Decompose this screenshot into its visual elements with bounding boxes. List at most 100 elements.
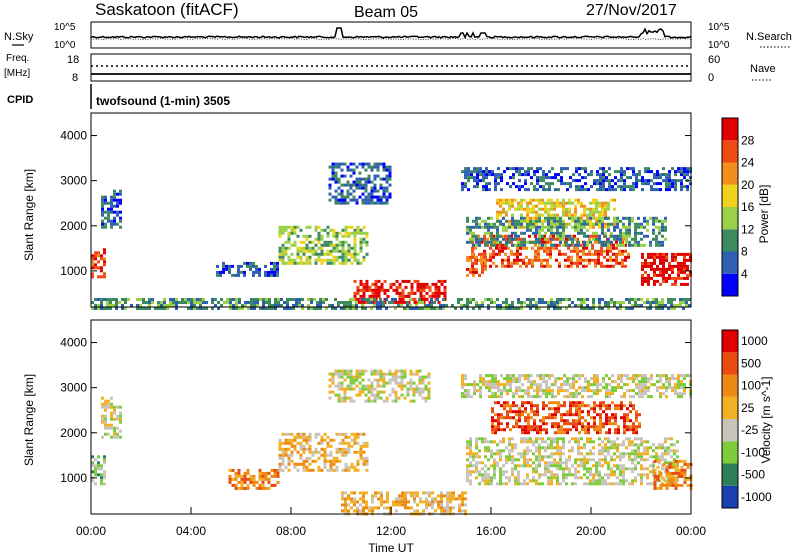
range-gate-cell [634, 304, 637, 307]
range-gate-cell [364, 384, 368, 388]
range-gate-cell [496, 307, 499, 310]
range-gate-cell [380, 494, 383, 498]
range-gate-cell [416, 285, 420, 289]
range-gate-cell [500, 188, 503, 192]
range-gate-cell [488, 374, 491, 378]
range-gate-cell [665, 182, 668, 186]
range-gate-cell [365, 279, 369, 283]
range-gate-cell [608, 188, 611, 192]
range-gate-cell [662, 477, 666, 481]
range-gate-cell [536, 413, 539, 417]
range-gate-cell [391, 378, 395, 382]
range-gate-cell [529, 201, 532, 205]
range-gate-cell [175, 301, 178, 304]
range-gate-cell [478, 243, 481, 247]
range-gate-cell [193, 304, 196, 307]
range-gate-cell [103, 251, 106, 255]
range-gate-cell [343, 378, 347, 382]
range-gate-cell [388, 372, 392, 376]
range-gate-cell [544, 455, 547, 459]
range-gate-cell [505, 298, 508, 301]
range-gate-cell [163, 301, 166, 304]
range-gate-cell [665, 486, 669, 490]
range-gate-cell [592, 207, 595, 211]
range-gate-cell [524, 431, 527, 435]
range-gate-cell [317, 450, 321, 454]
range-gate-cell [601, 458, 604, 462]
range-gate-cell [647, 395, 650, 399]
range-gate-cell [598, 482, 601, 486]
range-gate-cell [607, 225, 610, 229]
range-gate-cell [347, 450, 351, 454]
range-gate-cell [527, 425, 530, 429]
range-gate-cell [594, 264, 597, 268]
range-gate-cell [498, 252, 501, 256]
range-gate-cell [471, 261, 474, 265]
range-gate-cell [584, 380, 587, 384]
range-gate-cell [567, 255, 570, 259]
range-gate-cell [520, 216, 523, 220]
range-gate-cell [622, 464, 625, 468]
range-gate-cell [493, 467, 496, 471]
range-gate-cell [542, 185, 545, 189]
range-gate-cell [667, 307, 670, 310]
range-gate-cell [440, 503, 443, 507]
range-gate-cell [413, 491, 416, 495]
range-gate-cell [625, 234, 628, 238]
range-gate-cell [685, 304, 688, 307]
range-gate-cell [364, 189, 368, 193]
range-gate-cell [107, 216, 110, 220]
range-gate-cell [559, 482, 562, 486]
range-gate-cell [668, 273, 671, 277]
range-gate-cell [631, 243, 634, 247]
range-gate-cell [97, 455, 100, 459]
range-gate-cell [425, 500, 428, 504]
range-gate-cell [421, 301, 424, 304]
range-gate-cell [172, 304, 175, 307]
range-gate-cell [541, 222, 544, 226]
range-gate-cell [344, 234, 348, 238]
range-gate-cell [526, 216, 529, 220]
range-gate-cell [430, 307, 433, 310]
range-gate-cell [364, 387, 368, 391]
range-gate-cell [343, 195, 347, 199]
range-gate-cell [566, 431, 569, 435]
range-gate-cell [478, 240, 481, 244]
range-gate-cell [464, 497, 467, 501]
range-gate-cell [520, 243, 523, 247]
range-gate-cell [551, 413, 554, 417]
range-gate-cell [608, 422, 611, 426]
range-gate-cell [565, 307, 568, 310]
range-gate-cell [577, 470, 580, 474]
range-gate-cell [604, 446, 607, 450]
range-gate-cell [329, 450, 333, 454]
range-gate-cell [665, 471, 669, 475]
range-gate-cell [440, 506, 443, 510]
range-gate-cell [578, 167, 581, 171]
range-gate-cell [521, 185, 524, 189]
range-gate-cell [385, 298, 388, 301]
range-gate-cell [625, 479, 628, 483]
range-gate-cell [608, 167, 611, 171]
range-gate-cell [113, 198, 116, 202]
range-gate-cell [355, 180, 359, 184]
range-gate-cell [686, 170, 689, 174]
range-gate-cell [508, 307, 511, 310]
range-gate-cell [487, 446, 490, 450]
range-gate-cell [628, 240, 631, 244]
range-gate-cell [556, 443, 559, 447]
range-gate-cell [461, 383, 464, 387]
range-gate-cell [469, 240, 472, 244]
range-gate-cell [379, 183, 383, 187]
range-gate-cell [362, 225, 366, 229]
range-gate-cell [431, 291, 435, 295]
range-gate-cell [466, 476, 469, 480]
range-gate-cell [652, 464, 655, 468]
range-gate-cell [575, 167, 578, 171]
range-gate-cell [113, 417, 116, 421]
range-gate-cell [109, 301, 112, 304]
range-gate-cell [593, 410, 596, 414]
range-gate-cell [563, 182, 566, 186]
range-gate-cell [427, 375, 431, 379]
y-tick-label: 4000 [60, 129, 87, 143]
